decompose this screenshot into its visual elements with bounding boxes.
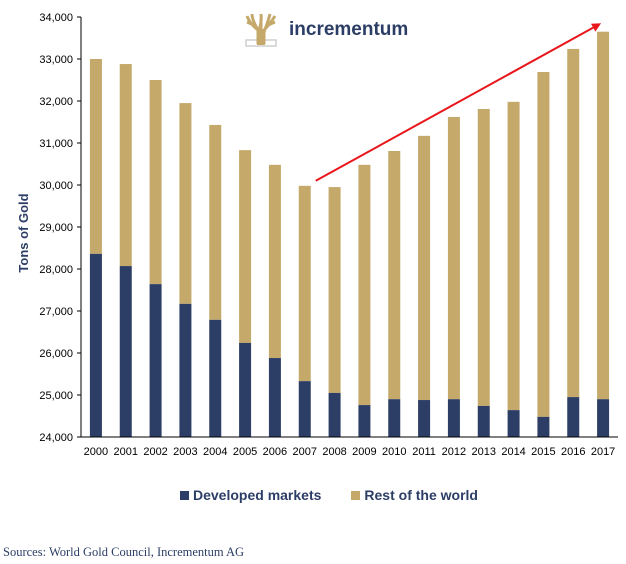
bar-developed-markets: [209, 319, 222, 437]
x-tick-label: 2014: [501, 446, 525, 458]
y-tick-label: 29,000: [39, 222, 73, 234]
bar-developed-markets: [89, 253, 102, 437]
x-tick-label: 2004: [203, 446, 227, 458]
y-axis: 24,000 25,000 26,000 27,000 28,000 29,000 30,0…: [39, 12, 82, 444]
source-note: Sources: World Gold Council, Incrementum…: [3, 545, 245, 559]
y-tick-label: 32,000: [39, 96, 73, 108]
bar-developed-markets: [477, 405, 490, 437]
legend-swatch-developed: [180, 490, 189, 500]
bar-rest-of-world: [179, 103, 192, 304]
x-tick-label: 2000: [84, 446, 108, 458]
y-tick-label: 28,000: [39, 264, 73, 276]
x-tick-label: 2012: [442, 446, 466, 458]
bar-rest-of-world: [298, 185, 311, 382]
bar-rest-of-world: [388, 150, 401, 400]
x-tick-label: 2008: [322, 446, 346, 458]
legend-label-rest: Rest of the world: [364, 487, 478, 503]
x-tick-label: 2017: [591, 446, 615, 458]
x-tick-label: 2005: [233, 446, 257, 458]
logo-text: incrementum: [289, 19, 408, 40]
bar-rest-of-world: [477, 108, 490, 406]
bar-rest-of-world: [507, 101, 520, 411]
bar-rest-of-world: [358, 164, 371, 406]
bar-developed-markets: [537, 416, 550, 437]
x-tick-label: 2010: [382, 446, 406, 458]
bar-developed-markets: [388, 399, 401, 437]
legend-item-developed: Developed markets: [180, 487, 321, 503]
logo: incrementum: [245, 13, 408, 47]
x-tick-label: 2013: [472, 446, 496, 458]
bar-developed-markets: [567, 397, 580, 437]
bar-developed-markets: [119, 266, 132, 437]
x-tick-label: 2001: [114, 446, 138, 458]
y-tick-label: 25,000: [39, 390, 73, 402]
arrow-line: [315, 26, 594, 182]
legend-swatch-rest: [351, 490, 361, 500]
x-axis: 2000 2001 2002 2003 2004 2005 2006 2007 2008 2009…: [81, 436, 618, 458]
bar-developed-markets: [239, 342, 252, 437]
y-tick-label: 31,000: [39, 138, 73, 150]
x-tick-label: 2003: [173, 446, 197, 458]
y-tick-label: 26,000: [39, 348, 73, 360]
bar-rest-of-world: [149, 80, 162, 285]
bar-rest-of-world: [537, 72, 550, 417]
bar-developed-markets: [298, 381, 311, 437]
bar-rest-of-world: [239, 150, 252, 343]
bar-developed-markets: [597, 399, 610, 437]
legend-item-rest: Rest of the world: [351, 487, 478, 503]
bar-developed-markets: [268, 358, 281, 437]
bar-developed-markets: [358, 405, 371, 437]
legend: Developed markets Rest of the world: [180, 487, 508, 503]
arrow-head: [591, 23, 602, 32]
bars: [89, 31, 610, 437]
bar-developed-markets: [418, 400, 431, 437]
legend-label-developed: Developed markets: [193, 487, 322, 503]
x-tick-label: 2007: [293, 446, 317, 458]
bar-rest-of-world: [418, 135, 431, 401]
trend-arrow: [315, 23, 602, 182]
bar-developed-markets: [149, 284, 162, 437]
bar-developed-markets: [507, 410, 520, 437]
y-tick-label: 24,000: [39, 432, 73, 444]
y-tick-label: 27,000: [39, 306, 73, 318]
y-tick-label: 30,000: [39, 180, 73, 192]
bar-rest-of-world: [119, 64, 132, 267]
x-tick-label: 2016: [561, 446, 585, 458]
y-tick-label: 34,000: [39, 12, 73, 24]
bar-rest-of-world: [268, 164, 281, 359]
bar-rest-of-world: [89, 59, 102, 254]
y-axis-label: Tons of Gold: [16, 193, 31, 272]
x-tick-label: 2002: [143, 446, 167, 458]
bar-developed-markets: [447, 399, 460, 437]
bar-developed-markets: [328, 392, 341, 437]
bar-developed-markets: [179, 303, 192, 437]
y-tick-label: 33,000: [39, 54, 73, 66]
bar-rest-of-world: [209, 124, 222, 320]
tree-icon: [245, 13, 277, 47]
bar-rest-of-world: [447, 116, 460, 400]
bar-rest-of-world: [597, 31, 610, 400]
x-tick-label: 2006: [263, 446, 287, 458]
x-tick-label: 2009: [352, 446, 376, 458]
x-tick-label: 2015: [531, 446, 555, 458]
bar-rest-of-world: [567, 48, 580, 398]
x-tick-label: 2011: [412, 446, 436, 458]
bar-rest-of-world: [328, 187, 341, 393]
